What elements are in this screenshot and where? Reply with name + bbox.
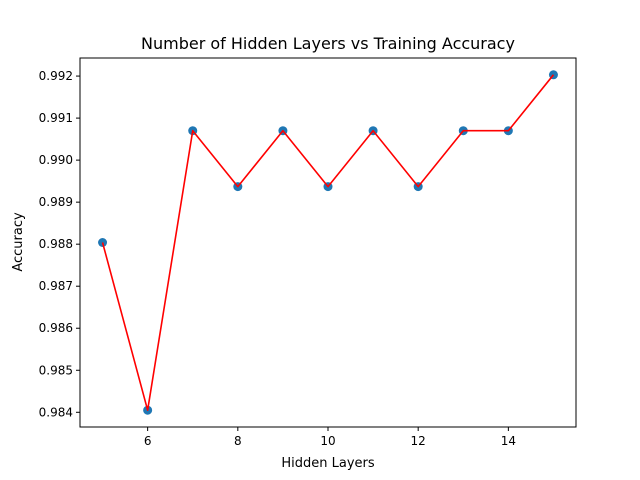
x-tick-label: 6 xyxy=(144,434,152,448)
series-line xyxy=(101,74,555,411)
y-axis: 0.984 0.985 0.986 0.987 0.988 0.989 0.990 0.991… xyxy=(39,69,80,419)
y-tick-label: 0.987 xyxy=(39,279,73,293)
y-tick-label: 0.988 xyxy=(39,237,73,251)
x-axis-label: Hidden Layers xyxy=(281,456,375,471)
series-layer xyxy=(98,70,558,415)
x-axis: 6 8 10 12 14 xyxy=(144,427,516,448)
x-tick-label: 12 xyxy=(411,434,426,448)
y-tick-label: 0.984 xyxy=(39,405,73,419)
y-tick-label: 0.990 xyxy=(39,153,73,167)
y-tick-label: 0.989 xyxy=(39,195,73,209)
y-tick-label: 0.985 xyxy=(39,363,73,377)
x-tick-label: 8 xyxy=(234,434,242,448)
y-tick-label: 0.992 xyxy=(39,69,73,83)
y-tick-label: 0.991 xyxy=(39,111,73,125)
y-tick-label: 0.986 xyxy=(39,321,73,335)
chart-title: Number of Hidden Layers vs Training Accu… xyxy=(141,34,515,53)
x-tick-label: 14 xyxy=(501,434,516,448)
x-tick-label: 10 xyxy=(320,434,335,448)
y-axis-label: Accuracy xyxy=(11,212,26,272)
